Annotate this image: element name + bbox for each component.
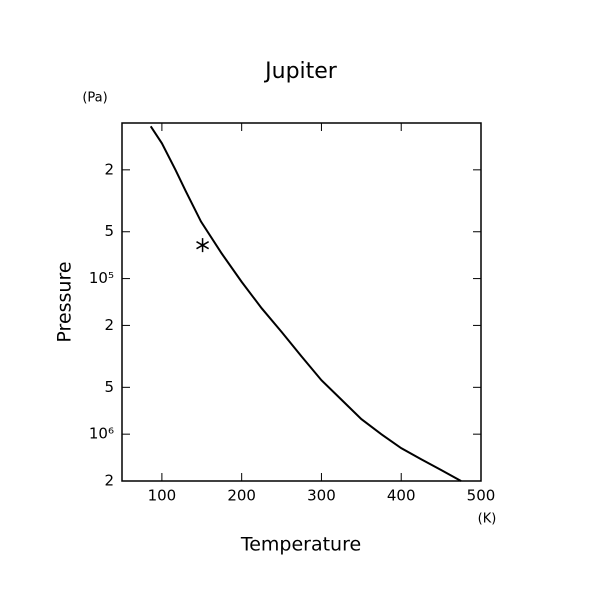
y-tick-label: 2 — [104, 160, 114, 178]
y-unit: (Pa) — [82, 91, 107, 106]
y-tick-label: 2 — [104, 316, 114, 334]
y-tick-label: 5 — [104, 378, 114, 396]
x-tick-label: 300 — [307, 487, 336, 505]
asterisk-marker — [196, 238, 210, 253]
x-tick-label: 500 — [467, 487, 496, 505]
plot-frame — [121, 122, 482, 482]
y-tick-label: 2 — [104, 472, 114, 490]
x-tick-label: 400 — [387, 487, 416, 505]
chart-title: Jupiter — [263, 59, 338, 84]
y-tick-label: 10⁶ — [89, 425, 114, 443]
curve — [149, 125, 462, 482]
x-tick-label: 200 — [227, 487, 256, 505]
x-tick-label: 100 — [148, 487, 177, 505]
x-unit: (K) — [478, 512, 497, 527]
y-axis-title: Pressure — [54, 261, 76, 342]
y-tick-label: 5 — [104, 222, 114, 240]
y-tick-label: 10⁵ — [89, 269, 114, 287]
x-axis-title: Temperature — [240, 534, 361, 556]
